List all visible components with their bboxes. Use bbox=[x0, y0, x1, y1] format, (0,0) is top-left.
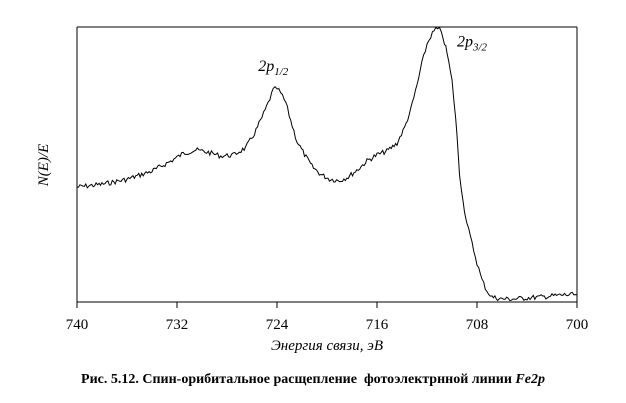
peak-annotation-subscript: 3/2 bbox=[472, 41, 488, 53]
caption-text: Рис. 5.12. Спин-орибитальное расщепление… bbox=[81, 372, 516, 387]
x-tick-label-724: 724 bbox=[266, 317, 289, 333]
peak-annotation-0: 2p1/2 bbox=[258, 58, 289, 78]
figure-caption: Рис. 5.12. Спин-орибитальное расщепление… bbox=[0, 372, 626, 388]
peak-annotation-subscript: 1/2 bbox=[274, 66, 289, 78]
x-tick-label-716: 716 bbox=[366, 317, 389, 333]
x-tick-label-700: 700 bbox=[566, 317, 589, 333]
x-tick-label-708: 708 bbox=[466, 317, 489, 333]
peak-annotation-1: 2p3/2 bbox=[457, 33, 488, 53]
x-ticks bbox=[76, 302, 578, 308]
peak-annotation-base: 2p bbox=[457, 33, 473, 50]
x-tick-label-732: 732 bbox=[166, 317, 189, 333]
x-tick-labels: 740 732 724 716 708 700 bbox=[66, 317, 589, 333]
y-axis-label: N(E)/E bbox=[36, 144, 52, 188]
x-axis-label: Энергия связи, эВ bbox=[271, 338, 383, 354]
spectrum-line bbox=[76, 26, 578, 302]
caption-emphasis: Fe2p bbox=[515, 372, 545, 387]
peak-annotation-base: 2p bbox=[258, 58, 274, 75]
x-tick-label-740: 740 bbox=[66, 317, 89, 333]
plot-frame bbox=[76, 26, 578, 303]
